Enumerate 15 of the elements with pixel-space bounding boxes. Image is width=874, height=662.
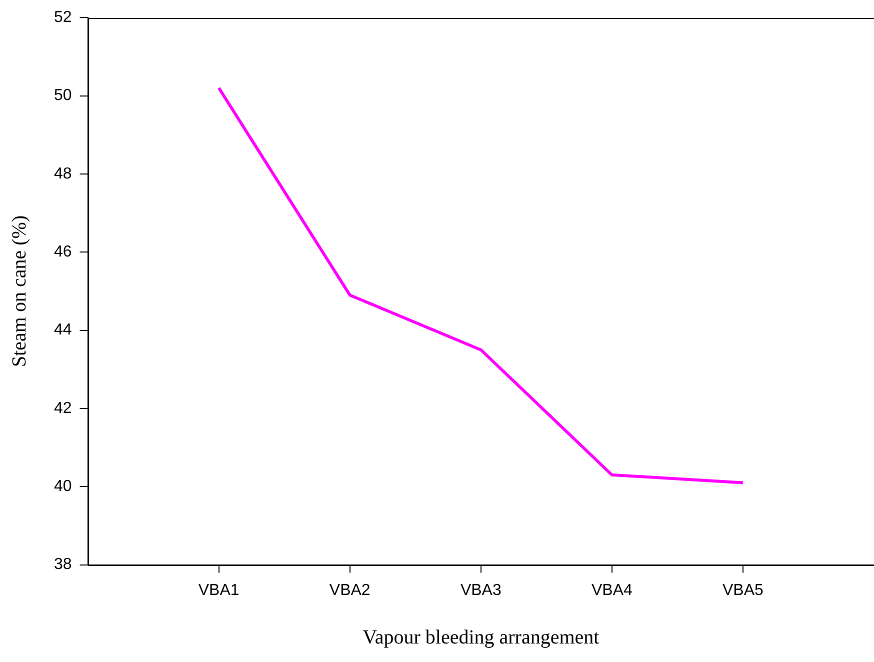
x-axis-title: Vapour bleeding arrangement xyxy=(362,626,600,648)
y-tick-label: 46 xyxy=(54,244,72,261)
y-tick-label: 48 xyxy=(54,165,72,182)
x-tick-label: VBA3 xyxy=(460,582,502,599)
x-tick-label: VBA2 xyxy=(329,582,370,599)
y-tick-label: 40 xyxy=(54,478,72,496)
y-tick-label: 50 xyxy=(54,87,72,104)
y-tick-label: 44 xyxy=(54,322,72,339)
y-tick-label: 52 xyxy=(54,9,72,26)
y-tick-label: 38 xyxy=(54,556,72,574)
y-axis-title: Steam on cane (%) xyxy=(8,215,30,368)
x-tick-label: VBA1 xyxy=(198,582,240,599)
x-tick-label: VBA4 xyxy=(591,582,632,599)
x-tick-label: VBA5 xyxy=(722,582,764,599)
y-tick-label: 42 xyxy=(54,400,72,417)
